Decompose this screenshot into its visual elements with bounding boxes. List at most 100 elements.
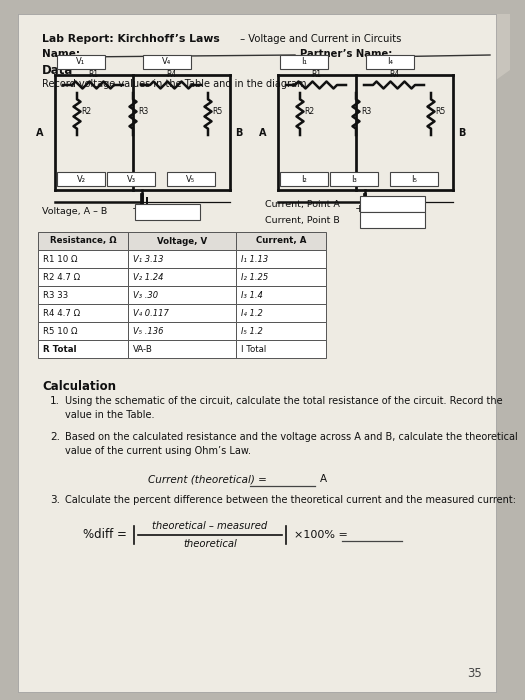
Text: 35: 35 bbox=[467, 667, 482, 680]
Text: I₁ 1.13: I₁ 1.13 bbox=[241, 255, 268, 263]
Bar bbox=[107, 172, 155, 186]
Text: Based on the calculated resistance and the voltage across A and B, calculate the: Based on the calculated resistance and t… bbox=[65, 432, 518, 456]
Text: R3 33: R3 33 bbox=[43, 290, 68, 300]
Text: Voltage, V: Voltage, V bbox=[157, 237, 207, 246]
Text: theoretical: theoretical bbox=[183, 539, 237, 549]
Text: R1: R1 bbox=[88, 70, 98, 79]
Text: Name:: Name: bbox=[42, 49, 80, 59]
Text: V₄: V₄ bbox=[162, 57, 172, 66]
Bar bbox=[167, 172, 215, 186]
Bar bbox=[236, 286, 326, 304]
Text: I₅: I₅ bbox=[411, 174, 417, 183]
Text: Voltage, A – B: Voltage, A – B bbox=[42, 207, 107, 216]
Text: Record voltage values in the Table and in the diagram.: Record voltage values in the Table and i… bbox=[42, 79, 310, 89]
Bar bbox=[360, 196, 425, 212]
Bar bbox=[128, 322, 236, 340]
Bar bbox=[280, 55, 328, 69]
Text: Current, A: Current, A bbox=[256, 237, 306, 246]
Bar bbox=[38, 286, 128, 304]
Text: I₁: I₁ bbox=[301, 57, 307, 66]
Bar bbox=[366, 55, 414, 69]
Text: Current (theoretical) =: Current (theoretical) = bbox=[148, 474, 267, 484]
Text: V₁ 3.13: V₁ 3.13 bbox=[133, 255, 163, 263]
Bar bbox=[38, 268, 128, 286]
Bar bbox=[236, 322, 326, 340]
Text: I₂: I₂ bbox=[301, 174, 307, 183]
Text: Calculation: Calculation bbox=[42, 380, 116, 393]
Text: R1 10 Ω: R1 10 Ω bbox=[43, 255, 78, 263]
Text: R2 4.7 Ω: R2 4.7 Ω bbox=[43, 272, 80, 281]
Text: VA-B: VA-B bbox=[133, 344, 153, 354]
Text: V₅: V₅ bbox=[186, 174, 195, 183]
Text: R4: R4 bbox=[389, 70, 399, 79]
Bar bbox=[280, 172, 328, 186]
Text: 3.: 3. bbox=[50, 495, 60, 505]
Bar bbox=[128, 340, 236, 358]
Text: R5: R5 bbox=[435, 107, 445, 116]
Text: B: B bbox=[235, 128, 243, 138]
Text: I₄: I₄ bbox=[387, 57, 393, 66]
Text: Data: Data bbox=[42, 64, 74, 77]
Bar bbox=[135, 204, 200, 220]
Bar bbox=[38, 322, 128, 340]
Bar bbox=[236, 232, 326, 250]
Text: R3: R3 bbox=[361, 107, 371, 116]
Bar bbox=[330, 172, 378, 186]
Bar bbox=[128, 250, 236, 268]
Text: B: B bbox=[458, 128, 465, 138]
Bar bbox=[143, 55, 191, 69]
Text: R5: R5 bbox=[212, 107, 222, 116]
Text: V₃: V₃ bbox=[127, 174, 135, 183]
Text: Lab Report: Kirchhoff’s Laws: Lab Report: Kirchhoff’s Laws bbox=[42, 34, 220, 44]
Text: V₄ 0.117: V₄ 0.117 bbox=[133, 309, 169, 318]
Text: I₅ 1.2: I₅ 1.2 bbox=[241, 326, 263, 335]
Text: Using the schematic of the circuit, calculate the total resistance of the circui: Using the schematic of the circuit, calc… bbox=[65, 396, 502, 420]
Bar bbox=[38, 250, 128, 268]
Text: ×100% =: ×100% = bbox=[294, 530, 348, 540]
Text: V₂: V₂ bbox=[77, 174, 86, 183]
Bar bbox=[128, 286, 236, 304]
Text: Resistance, Ω: Resistance, Ω bbox=[50, 237, 117, 246]
Text: V₅ .136: V₅ .136 bbox=[133, 326, 163, 335]
Bar bbox=[236, 268, 326, 286]
Text: – Voltage and Current in Circuits: – Voltage and Current in Circuits bbox=[237, 34, 402, 44]
Text: A: A bbox=[36, 128, 43, 138]
Text: V₃ .30: V₃ .30 bbox=[133, 290, 158, 300]
Text: R1: R1 bbox=[311, 70, 321, 79]
Text: +: + bbox=[355, 204, 364, 214]
Text: R2: R2 bbox=[81, 107, 91, 116]
Polygon shape bbox=[496, 14, 510, 80]
Text: I Total: I Total bbox=[241, 344, 266, 354]
Text: R3: R3 bbox=[138, 107, 148, 116]
Text: I₃: I₃ bbox=[351, 174, 357, 183]
Bar bbox=[57, 172, 105, 186]
Bar bbox=[57, 55, 105, 69]
Bar bbox=[128, 268, 236, 286]
Text: R5 10 Ω: R5 10 Ω bbox=[43, 326, 78, 335]
Text: Current, Point A: Current, Point A bbox=[265, 199, 340, 209]
Text: Partner’s Name:: Partner’s Name: bbox=[300, 49, 392, 59]
Text: I₃ 1.4: I₃ 1.4 bbox=[241, 290, 263, 300]
Bar bbox=[38, 232, 128, 250]
Bar bbox=[360, 212, 425, 228]
Bar bbox=[236, 304, 326, 322]
Text: Current, Point B: Current, Point B bbox=[265, 216, 340, 225]
Text: R2: R2 bbox=[304, 107, 314, 116]
Bar bbox=[236, 340, 326, 358]
Text: V₂ 1.24: V₂ 1.24 bbox=[133, 272, 163, 281]
Text: theoretical – measured: theoretical – measured bbox=[152, 521, 268, 531]
Text: A: A bbox=[258, 128, 266, 138]
Text: R Total: R Total bbox=[43, 344, 77, 354]
Text: 1.: 1. bbox=[50, 396, 60, 406]
Text: I₂ 1.25: I₂ 1.25 bbox=[241, 272, 268, 281]
Text: R4 4.7 Ω: R4 4.7 Ω bbox=[43, 309, 80, 318]
Text: +: + bbox=[132, 204, 141, 214]
Bar bbox=[38, 340, 128, 358]
Text: %diff =: %diff = bbox=[83, 528, 127, 542]
Text: 2.: 2. bbox=[50, 432, 60, 442]
Bar bbox=[236, 250, 326, 268]
Text: A: A bbox=[320, 474, 327, 484]
Text: I₄ 1.2: I₄ 1.2 bbox=[241, 309, 263, 318]
Bar bbox=[38, 304, 128, 322]
Bar bbox=[128, 304, 236, 322]
